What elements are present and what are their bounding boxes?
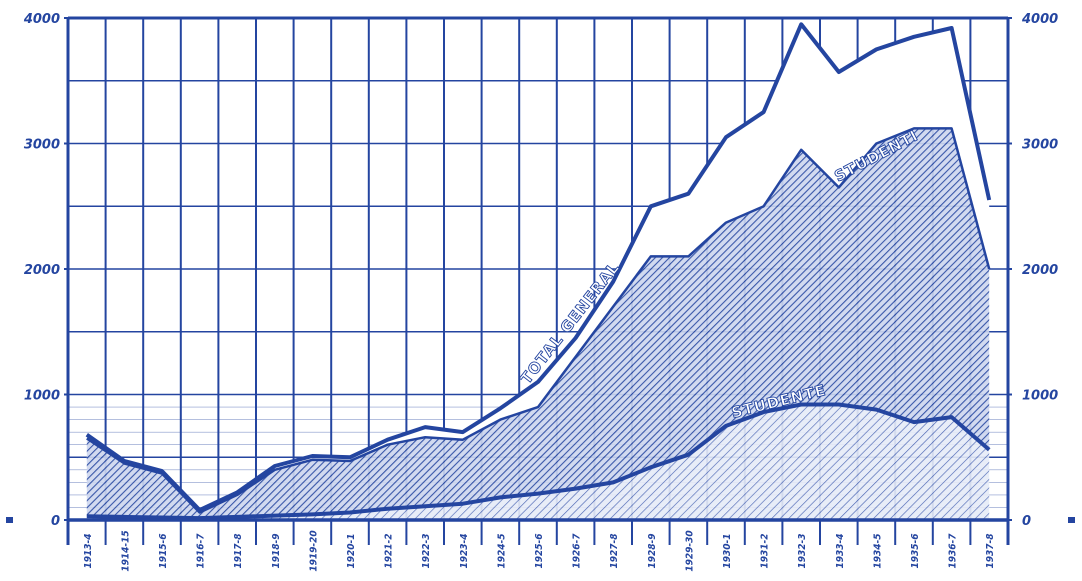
x-tick-label: 1929-30 bbox=[684, 530, 695, 571]
axis-marker-left bbox=[6, 517, 13, 523]
x-tick-label: 1927-8 bbox=[609, 533, 620, 568]
x-tick-label: 1919-20 bbox=[308, 530, 319, 571]
x-tick-label: 1934-5 bbox=[872, 533, 883, 568]
x-tick-label: 1926-7 bbox=[572, 533, 583, 569]
area-gap-total bbox=[86, 24, 990, 513]
y-tick-label-right: 3000 bbox=[1022, 138, 1058, 153]
line-total-general bbox=[85, 22, 992, 512]
x-tick-label: 1928-9 bbox=[647, 533, 658, 568]
y-tick-label-left: 3000 bbox=[24, 138, 60, 153]
x-tick-label: 1933-4 bbox=[835, 533, 846, 568]
x-axis: 1913-4 1914-15 1915-6 1916-7 1917-8 1918-9 191… bbox=[83, 530, 996, 571]
plot-frame bbox=[6, 16, 1075, 545]
x-tick-label: 1936-7 bbox=[948, 533, 959, 569]
x-tick-label: 1925-6 bbox=[534, 533, 545, 568]
y-tick-label-right: 2000 bbox=[1022, 263, 1058, 278]
axis-marker-right bbox=[1068, 517, 1075, 523]
x-tick-label: 1917-8 bbox=[233, 533, 244, 568]
x-tick-label: 1913-4 bbox=[83, 533, 94, 568]
area-studenti bbox=[86, 128, 990, 519]
y-tick-label-left: 1000 bbox=[24, 389, 60, 404]
y-tick-label-left: 4000 bbox=[23, 12, 60, 27]
x-tick-label: 1937-8 bbox=[985, 533, 996, 568]
line-studenti bbox=[86, 127, 991, 514]
y-tick-label-right: 1000 bbox=[1022, 389, 1058, 404]
y-tick-label-left: 0 bbox=[51, 514, 60, 529]
y-axis-left: 0 1000 2000 3000 4000 bbox=[23, 12, 68, 529]
x-tick-label: 1923-4 bbox=[459, 533, 470, 568]
x-tick-label: 1915-6 bbox=[158, 533, 169, 568]
x-tick-label: 1918-9 bbox=[271, 533, 282, 568]
x-tick-label: 1931-2 bbox=[760, 533, 771, 568]
x-tick-label: 1935-6 bbox=[910, 533, 921, 568]
y-tick-label-right: 0 bbox=[1022, 514, 1031, 529]
area-fills bbox=[86, 24, 990, 520]
line-studente bbox=[86, 402, 991, 521]
x-tick-label: 1932-3 bbox=[797, 533, 808, 568]
x-tick-label: 1914-15 bbox=[120, 530, 131, 571]
x-tick-label: 1924-5 bbox=[496, 533, 507, 568]
x-tick-label: 1921-2 bbox=[384, 533, 395, 568]
x-tick-label: 1916-7 bbox=[196, 533, 207, 569]
x-tick-label: 1922-3 bbox=[421, 533, 432, 568]
y-axis-right: 0 1000 2000 3000 4000 bbox=[1008, 12, 1058, 529]
y-tick-label-left: 2000 bbox=[24, 263, 60, 278]
series-lines bbox=[85, 22, 992, 521]
area-studente bbox=[86, 404, 990, 520]
x-tick-label: 1920-1 bbox=[346, 533, 357, 568]
x-tick-label: 1930-1 bbox=[722, 533, 733, 568]
y-tick-label-right: 4000 bbox=[1021, 12, 1058, 27]
